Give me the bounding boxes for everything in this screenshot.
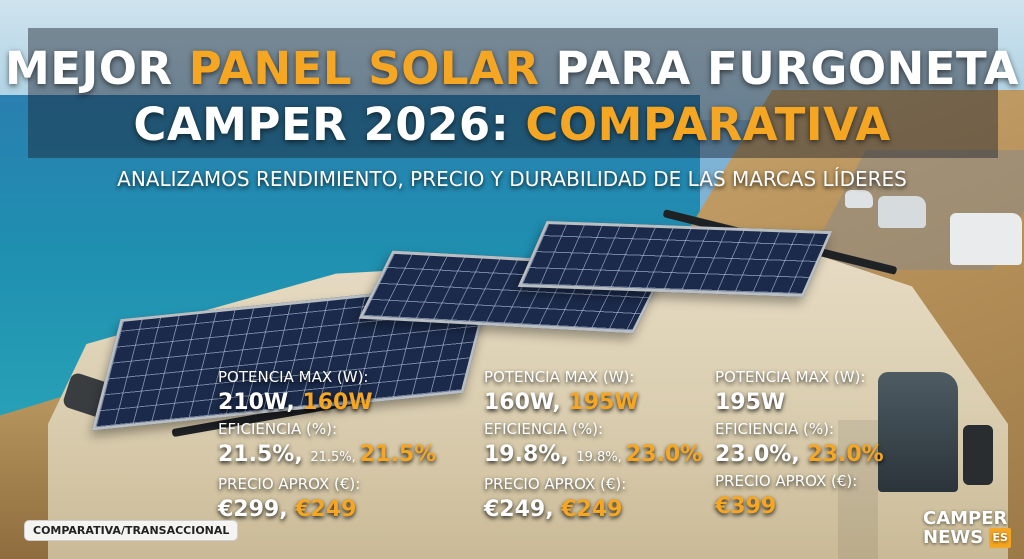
headline-highlight: PANEL SOLAR: [188, 42, 540, 95]
precio-label: PRECIO APROX (€):: [218, 475, 361, 493]
eficiencia-label: EFICIENCIA (%):: [715, 420, 835, 438]
eficiencia-label: EFICIENCIA (%):: [218, 420, 338, 438]
value-text: 210W,: [218, 390, 303, 415]
potencia-label: POTENCIA MAX (W):: [715, 368, 866, 386]
value-highlight: €249: [295, 497, 357, 522]
eficiencia-value: 23.0%, 23.0%: [715, 439, 955, 471]
potencia-value: 160W, 195W: [484, 387, 724, 419]
headline-text: CAMPER 2026:: [133, 98, 526, 151]
value-highlight: 23.0%: [625, 442, 703, 467]
precio-value: €249, €249: [484, 494, 724, 526]
side-mirror: [963, 425, 993, 485]
value-text: 195W: [715, 390, 786, 415]
value-small: 21.5%,: [310, 450, 360, 465]
value-text: €299,: [218, 497, 296, 522]
precio-value: €399: [715, 491, 955, 523]
van-window: [878, 372, 958, 492]
value-highlight: €249: [561, 497, 623, 522]
title-backdrop: [28, 28, 998, 158]
value-text: 23.0%,: [715, 442, 808, 467]
value-text: 160W,: [484, 390, 569, 415]
value-highlight: €399: [715, 494, 777, 519]
value-text: €249,: [484, 497, 562, 522]
eficiencia-label: EFICIENCIA (%):: [484, 420, 604, 438]
van-door-pillar: [838, 420, 878, 559]
value-highlight: 21.5%: [359, 442, 437, 467]
headline-highlight: COMPARATIVA: [525, 98, 891, 151]
value-small: 19.8%,: [576, 450, 626, 465]
spec-column-1: POTENCIA MAX (W): 210W, 160W EFICIENCIA …: [218, 367, 458, 526]
potencia-value: 195W: [715, 387, 955, 419]
precio-label: PRECIO APROX (€):: [484, 475, 627, 493]
value-text: 19.8%,: [484, 442, 577, 467]
headline-text: MEJOR: [4, 42, 189, 95]
eficiencia-value: 21.5%, 21.5%, 21.5%: [218, 439, 458, 474]
value-text: 21.5%,: [218, 442, 311, 467]
brand-logo: CAMPER NEWS ES: [923, 510, 1011, 548]
distant-van: [950, 213, 1022, 265]
headline-line-2: CAMPER 2026: COMPARATIVA: [0, 98, 1024, 151]
spec-column-2: POTENCIA MAX (W): 160W, 195W EFICIENCIA …: [484, 367, 724, 526]
headline-line-1: MEJOR PANEL SOLAR PARA FURGONETA: [0, 42, 1024, 95]
value-highlight: 195W: [568, 390, 639, 415]
solar-panel: [517, 220, 833, 298]
distant-van: [878, 196, 926, 228]
precio-value: €299, €249: [218, 494, 458, 526]
potencia-label: POTENCIA MAX (W):: [218, 368, 369, 386]
value-highlight: 23.0%: [807, 442, 884, 467]
value-highlight: 160W: [302, 390, 373, 415]
eficiencia-value: 19.8%, 19.8%, 23.0%: [484, 439, 724, 474]
logo-text: NEWS: [923, 527, 984, 548]
logo-line-1: CAMPER: [923, 508, 1008, 529]
potencia-value: 210W, 160W: [218, 387, 458, 419]
spec-column-3: POTENCIA MAX (W): 195W EFICIENCIA (%): 2…: [715, 367, 955, 523]
distant-van: [845, 190, 873, 208]
precio-label: PRECIO APROX (€):: [715, 472, 858, 490]
logo-line-2: NEWS ES: [923, 528, 1011, 548]
logo-suffix: ES: [989, 528, 1011, 548]
headline-text: PARA FURGONETA: [539, 42, 1020, 95]
subtitle: ANALIZAMOS RENDIMIENTO, PRECIO Y DURABIL…: [117, 167, 907, 191]
category-badge: COMPARATIVA/TRANSACCIONAL: [24, 520, 239, 541]
potencia-label: POTENCIA MAX (W):: [484, 368, 635, 386]
